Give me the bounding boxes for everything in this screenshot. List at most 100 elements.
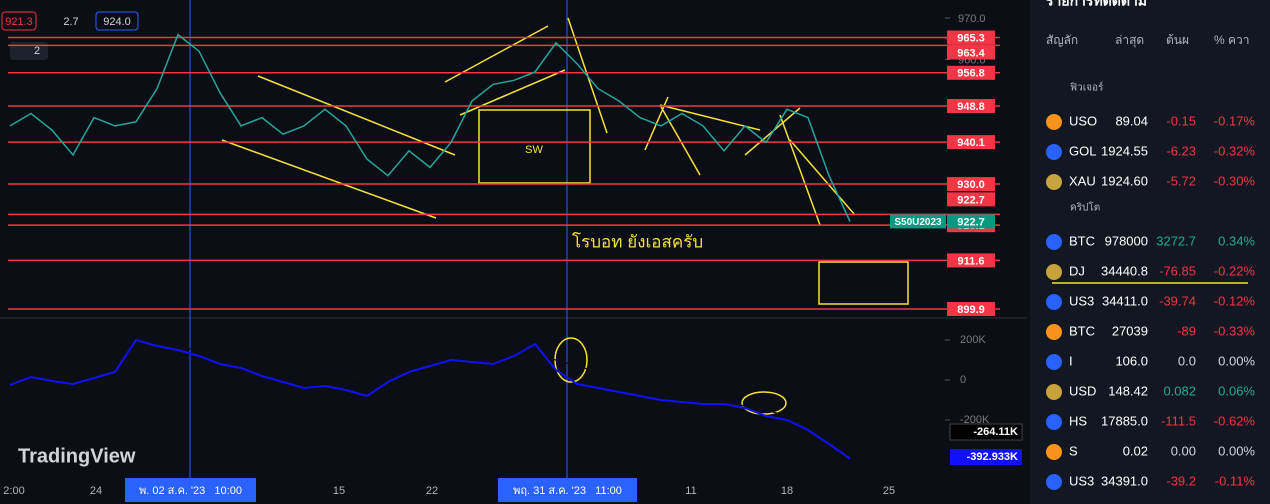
row-last: 34391.0 [1101,473,1148,488]
header: 921.3 2.7 924.0 2 [1,11,139,60]
row-icon [1046,354,1062,370]
row-icon [1046,174,1062,190]
row-symbol: XAU [1069,173,1096,188]
row-change: -76.85 [1159,263,1196,278]
level-label: 965.3 [957,32,985,44]
row-pct: 0.34% [1218,233,1255,248]
row-change: 0.00 [1171,443,1196,458]
row-icon [1046,474,1062,490]
row-icon [1046,264,1062,280]
row-icon [1046,414,1062,430]
level-label-bg [947,65,995,80]
time-label: 18 [781,485,793,497]
price-box [95,11,139,31]
symbol: S50U2023 [894,217,942,228]
level-label: 930.0 [957,179,985,191]
row-symbol: US3 [1069,473,1094,488]
open-box [1,11,37,31]
level-label-bg [947,253,995,268]
level-label-bg [947,99,995,114]
row-symbol: USD [1069,383,1096,398]
indicator-label: -264.11K [973,426,1018,438]
row-last: 27039 [1112,323,1148,338]
row-symbol: GOL [1069,143,1096,158]
level-label-bg [947,177,995,192]
row-change: -111.5 [1161,413,1196,428]
row-pct: 0.00% [1218,443,1255,458]
open: 921.3 [5,16,33,28]
row-icon [1046,294,1062,310]
chart-bg [0,0,1027,504]
column-header: สัญลัก [1046,33,1078,47]
price-line [9,33,851,222]
indicator-tick-label: 200K [960,334,986,346]
level-label: 940.1 [957,137,985,149]
row-change: -39.74 [1159,293,1196,308]
indicator-label: -392.933K [967,451,1018,463]
level-label: 963.4 [957,47,985,59]
level-label: 948.8 [957,101,985,113]
row-last: 34440.8 [1101,263,1148,278]
layers-btn[interactable] [10,42,48,60]
level-label-bg [947,135,995,150]
row-pct: 0.00% [1218,353,1255,368]
row-pct: -0.62% [1214,413,1256,428]
row-pct: 0.06% [1218,383,1255,398]
row-change: -89 [1177,323,1196,338]
last-price-bg [947,214,995,229]
row-last: 17885.0 [1101,413,1148,428]
price: 924.0 [103,16,131,28]
time-label: 24 [90,485,102,497]
row-change: 0.0 [1178,353,1196,368]
time-label: 2:00 [3,485,24,497]
section-name: ฟิวเจอร์ [1070,82,1104,94]
row-pct: -0.11% [1215,473,1256,488]
row-last: 978000 [1105,233,1148,248]
indicator-label-bg [949,423,1023,441]
layers[interactable]: 2 [34,45,40,57]
row-symbol: USO [1069,113,1097,128]
row-last: 0.02 [1123,443,1148,458]
symbol-bg [890,214,946,229]
column-header: ต้นผ [1166,33,1189,47]
level-label: 911.6 [958,255,985,267]
indicator-ma [9,345,851,434]
row-symbol: US3 [1069,293,1094,308]
row-change: -6.23 [1166,143,1196,158]
cursor-label-bg [498,478,637,502]
level-label: 922.7 [957,194,985,206]
row-change: 0.082 [1163,383,1196,398]
row-pct: -0.33% [1214,323,1256,338]
last-price: 922.7 [957,216,985,228]
time-label: 25 [883,485,895,497]
row-icon [1046,324,1062,340]
level-label-bg [947,192,995,207]
level-label: 956.8 [957,68,985,80]
cursor-label: พ. 02 ส.ค. '23 10:00 [139,485,242,497]
watermark: TradingView [18,445,136,467]
cursor-label-bg [125,478,256,502]
row-last: 89.04 [1115,113,1148,128]
level-label-bg [947,30,995,45]
indicator-label-bg [950,449,1022,465]
watchlist-bg [1030,0,1270,504]
row-icon [1046,234,1062,250]
section-name: คริปโต [1070,201,1100,214]
time-label: 11 [685,485,696,497]
row-icon [1046,384,1062,400]
level-label: 899.9 [957,304,985,316]
row-symbol: S [1069,443,1078,458]
row-last: 34411.0 [1102,293,1148,308]
row-last: 106.0 [1115,353,1148,368]
watchlist-title: รายการที่ติดตาม [1046,0,1147,9]
column-header: % ควา [1214,33,1250,47]
change: 2.7 [63,16,78,28]
row-change: 3272.7 [1156,233,1196,248]
row-symbol: HS [1069,413,1087,428]
row-icon [1046,444,1062,460]
indicator-tick-label: 0 [960,374,966,386]
cursor-label: พฤ. 31 ส.ค. '23 11:00 [513,485,622,497]
indicator-line [9,338,851,460]
row-last: 1924.55 [1101,143,1148,158]
